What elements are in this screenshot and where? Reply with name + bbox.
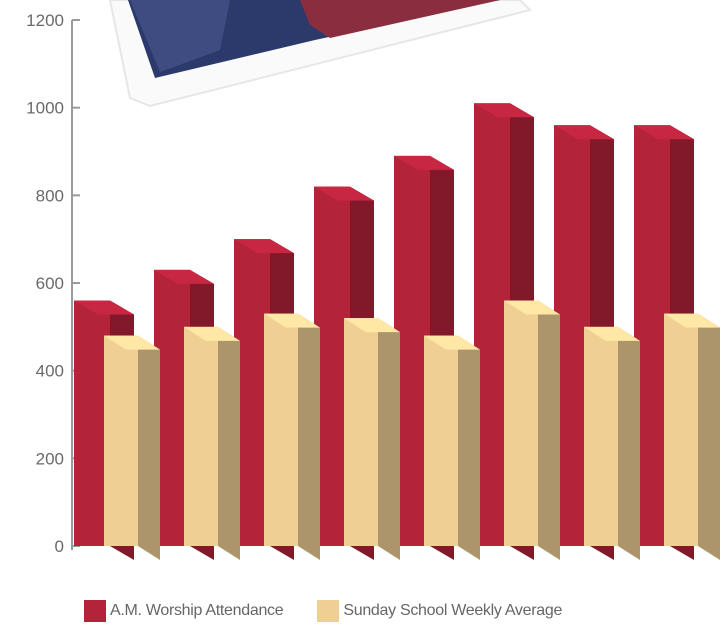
bar-sunday-school-6-side xyxy=(538,300,560,560)
bar-sunday-school-1-top xyxy=(104,335,160,350)
bar-sunday-school-7-top xyxy=(584,326,640,341)
bar-sunday-school-3-top xyxy=(264,313,320,328)
bar-sunday-school-3-side xyxy=(298,313,320,560)
legend-swatch-worship xyxy=(84,600,106,622)
bar-worship-3-top xyxy=(234,239,294,254)
y-tick-label-200: 200 xyxy=(36,449,64,468)
y-axis: 0 200 400 600 800 1000 1200 xyxy=(26,11,80,556)
bar-sunday-school-2-top xyxy=(184,326,240,341)
bar-sunday-school-5 xyxy=(424,335,480,560)
bars xyxy=(74,103,720,561)
bar-sunday-school-4-front xyxy=(344,318,378,546)
bar-sunday-school-6 xyxy=(504,300,560,560)
y-tick-label-400: 400 xyxy=(36,362,64,381)
bar-worship-1-top xyxy=(74,300,134,315)
bar-sunday-school-2 xyxy=(184,326,240,560)
bar-sunday-school-1-front xyxy=(104,335,138,546)
bar-sunday-school-7-side xyxy=(618,326,640,560)
bar-sunday-school-7-front xyxy=(584,326,618,546)
bar-sunday-school-5-top xyxy=(424,335,480,350)
y-tick-label-1200: 1200 xyxy=(26,11,64,30)
photo-frame xyxy=(108,0,532,108)
bar-sunday-school-6-top xyxy=(504,300,560,315)
bar-sunday-school-1-side xyxy=(138,335,160,560)
bar-sunday-school-2-side xyxy=(218,326,240,560)
bar-sunday-school-7 xyxy=(584,326,640,560)
bar-sunday-school-5-front xyxy=(424,335,458,546)
bar-worship-6-top xyxy=(474,103,534,118)
bar-sunday-school-8 xyxy=(664,313,720,560)
bar-sunday-school-8-top xyxy=(664,313,720,328)
bar-worship-2-top xyxy=(154,269,214,284)
legend-label-sunday-school: Sunday School Weekly Average xyxy=(343,602,563,619)
bar-worship-4-top xyxy=(314,186,374,201)
legend-item-worship: A.M. Worship Attendance xyxy=(84,600,284,622)
legend-swatch-sunday-school xyxy=(317,600,340,622)
bar-sunday-school-4 xyxy=(344,318,400,560)
bar-sunday-school-8-front xyxy=(664,313,698,546)
y-tick-label-0: 0 xyxy=(55,537,64,556)
legend-item-sunday-school: Sunday School Weekly Average xyxy=(317,600,562,622)
y-tick-label-800: 800 xyxy=(36,186,64,205)
bar-worship-7-top xyxy=(554,125,614,140)
y-tick-label-1000: 1000 xyxy=(26,99,64,118)
bar-sunday-school-3 xyxy=(264,313,320,560)
bar-sunday-school-4-side xyxy=(378,318,400,560)
legend: A.M. Worship Attendance Sunday School We… xyxy=(84,596,724,626)
bar-sunday-school-6-front xyxy=(504,300,538,546)
y-tick-label-600: 600 xyxy=(36,274,64,293)
legend-label-worship: A.M. Worship Attendance xyxy=(110,602,284,619)
bar-sunday-school-5-side xyxy=(458,335,480,560)
bar-sunday-school-1 xyxy=(104,335,160,560)
bar-sunday-school-8-side xyxy=(698,313,720,560)
bar-sunday-school-4-top xyxy=(344,318,400,333)
bar-worship-8-top xyxy=(634,125,694,140)
bar-sunday-school-2-front xyxy=(184,326,218,546)
bar-sunday-school-3-front xyxy=(264,313,298,546)
bar-worship-5-top xyxy=(394,155,454,170)
